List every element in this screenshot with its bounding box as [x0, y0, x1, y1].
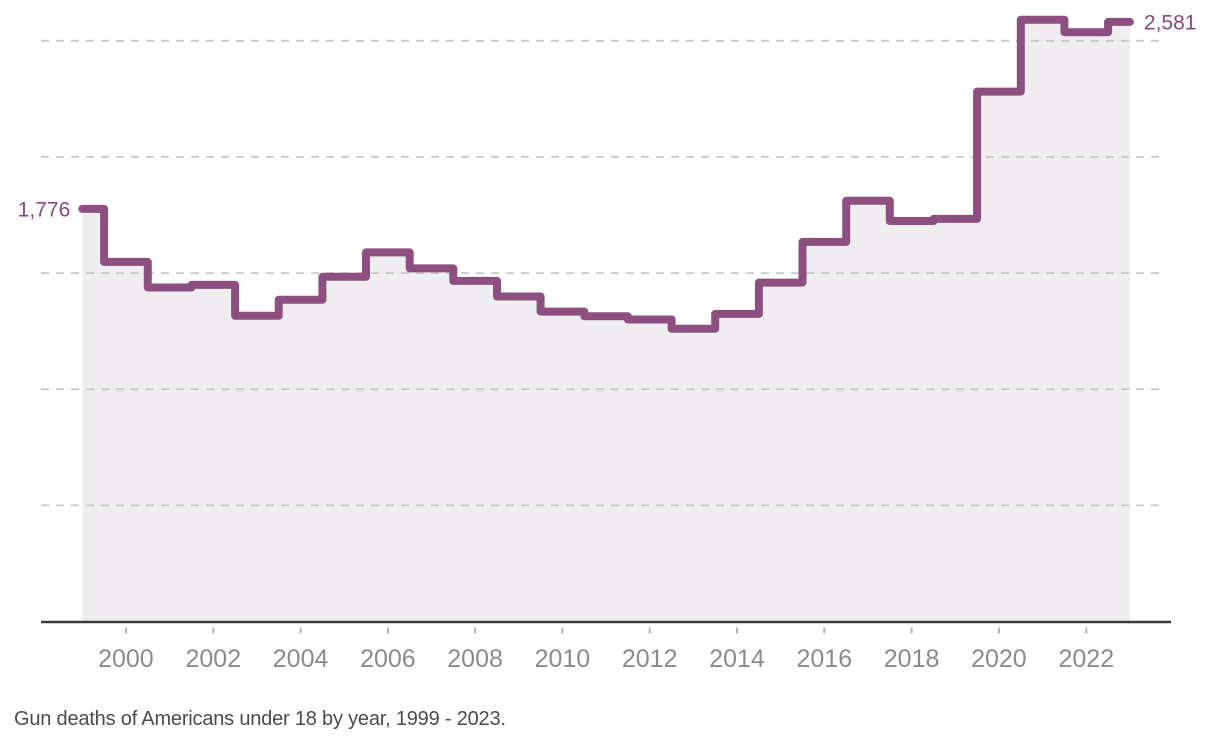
x-tick-label-2016: 2016 [796, 645, 852, 673]
x-tick-label-2002: 2002 [185, 645, 241, 673]
x-tick-label-2012: 2012 [622, 645, 678, 673]
x-tick-label-2008: 2008 [447, 645, 503, 673]
x-tick-label-2014: 2014 [709, 645, 765, 673]
series-line [78, 15, 1134, 333]
chart-caption: Gun deaths of Americans under 18 by year… [14, 708, 506, 730]
x-tick-label-2020: 2020 [971, 645, 1027, 673]
value-label-1999: 1,776 [18, 198, 71, 221]
value-label-2023: 2,581 [1144, 11, 1197, 34]
x-tick-label-2018: 2018 [884, 645, 940, 673]
x-tick-label-2004: 2004 [273, 645, 329, 673]
series-area [82, 19, 1130, 622]
x-tick-label-2022: 2022 [1058, 645, 1114, 673]
x-tick-label-2006: 2006 [360, 645, 416, 673]
x-tick-label-2000: 2000 [98, 645, 154, 673]
x-tick-label-2010: 2010 [535, 645, 591, 673]
step-chart-canvas: 2000 2002 2004 2006 2008 2010 2012 2014 2016 2018… [18, 11, 1197, 673]
